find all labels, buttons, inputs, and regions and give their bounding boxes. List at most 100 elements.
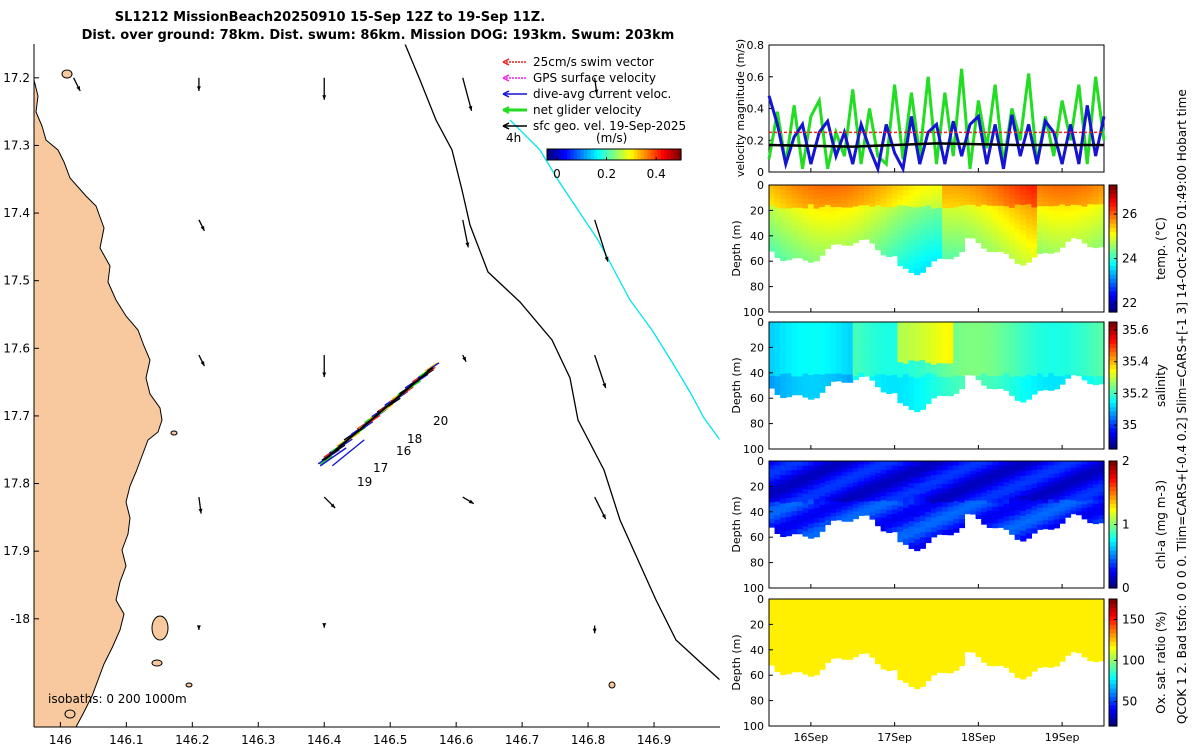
section-cell	[1076, 625, 1083, 630]
section-cell	[1048, 662, 1055, 668]
section-colorbar-cell	[1109, 419, 1117, 425]
section-cell	[802, 231, 809, 238]
section-cell	[936, 631, 943, 637]
section-cell	[1059, 333, 1066, 339]
section-cell	[813, 208, 820, 214]
section-cell	[875, 655, 882, 661]
section-cell	[1003, 364, 1010, 370]
section-cell	[813, 232, 820, 238]
section-colorbar-cell	[1109, 541, 1117, 547]
section-cell	[802, 479, 809, 486]
section-cell	[791, 599, 798, 605]
section-cell	[769, 346, 776, 352]
section-cell	[992, 234, 999, 240]
section-cell	[1025, 389, 1033, 395]
legend-item: 25cm/s swim vector	[533, 55, 654, 69]
section-cell	[1025, 336, 1033, 342]
section-cell	[903, 263, 910, 269]
section-cell	[992, 619, 999, 625]
section-cell	[930, 378, 938, 385]
section-y-label: Depth (m)	[730, 357, 743, 413]
section-cell	[981, 650, 988, 655]
section-y-tick-label: 20	[750, 341, 764, 354]
section-cell	[1064, 475, 1072, 480]
section-cell	[919, 239, 926, 246]
section-cell	[981, 618, 988, 624]
section-cell	[964, 477, 971, 482]
section-cell	[925, 215, 932, 222]
section-cell	[780, 526, 787, 533]
section-cell	[791, 344, 798, 350]
section-cell	[1064, 489, 1072, 494]
section-cell	[1009, 226, 1016, 232]
section-cell	[891, 665, 899, 671]
section-colorbar-cell	[1109, 507, 1117, 513]
section-cell	[791, 612, 798, 618]
section-cell	[942, 212, 949, 218]
section-cell	[1037, 227, 1044, 233]
section-cell	[1031, 234, 1038, 240]
section-cell	[970, 467, 977, 472]
section-cell	[1009, 358, 1016, 364]
section-cell	[1070, 500, 1077, 505]
section-cell	[802, 203, 809, 210]
section-cell	[886, 469, 893, 475]
section-cell	[1025, 209, 1033, 215]
section-cell	[970, 605, 977, 610]
section-cell	[1081, 206, 1088, 211]
section-cell	[1053, 243, 1060, 249]
section-cell	[824, 322, 832, 327]
section-cell	[1003, 658, 1010, 664]
section-cell	[936, 226, 943, 232]
section-cell	[947, 212, 954, 218]
section-cell	[1098, 641, 1105, 646]
section-y-label: Depth (m)	[730, 220, 743, 276]
section-cell	[852, 188, 859, 193]
section-cell	[802, 475, 809, 481]
section-cell	[919, 387, 926, 394]
section-cell	[1042, 499, 1049, 504]
section-cell	[1092, 614, 1100, 620]
section-cell	[869, 376, 876, 381]
section-cell	[1059, 468, 1066, 474]
section-cell	[869, 468, 876, 473]
section-cell	[774, 207, 781, 213]
section-cell	[1053, 351, 1060, 356]
section-cell	[986, 185, 993, 190]
section-cell	[836, 461, 843, 466]
section-cell	[847, 517, 854, 522]
section-cell	[1076, 205, 1083, 210]
section-cell	[947, 377, 954, 383]
section-cell	[970, 507, 977, 512]
section-cell	[975, 627, 982, 632]
section-cell	[774, 198, 781, 204]
section-cell	[1076, 345, 1083, 350]
section-cell	[819, 237, 826, 243]
section-cell	[880, 330, 887, 336]
section-cell	[1020, 229, 1027, 236]
section-cell	[830, 461, 837, 466]
section-cell	[886, 527, 893, 534]
section-cell	[869, 214, 876, 219]
section-cell	[863, 615, 871, 620]
section-cell	[992, 623, 999, 629]
section-cell	[819, 469, 826, 475]
section-cell	[886, 362, 893, 368]
section-cell	[953, 202, 960, 208]
section-cell	[830, 475, 837, 481]
section-cell	[1076, 195, 1083, 200]
section-cell	[1037, 658, 1044, 664]
section-cell	[970, 214, 977, 219]
section-cell	[836, 236, 843, 241]
geo-vector-arrowhead	[462, 356, 467, 362]
section-cell	[925, 639, 932, 646]
section-cell	[942, 185, 949, 191]
section-cell	[802, 664, 809, 670]
section-cell	[1053, 657, 1060, 663]
section-cell	[886, 193, 893, 199]
section-cell	[925, 210, 932, 217]
section-cell	[942, 506, 949, 513]
section-cell	[1064, 623, 1072, 628]
section-cell	[1064, 353, 1072, 358]
section-cell	[942, 654, 949, 660]
